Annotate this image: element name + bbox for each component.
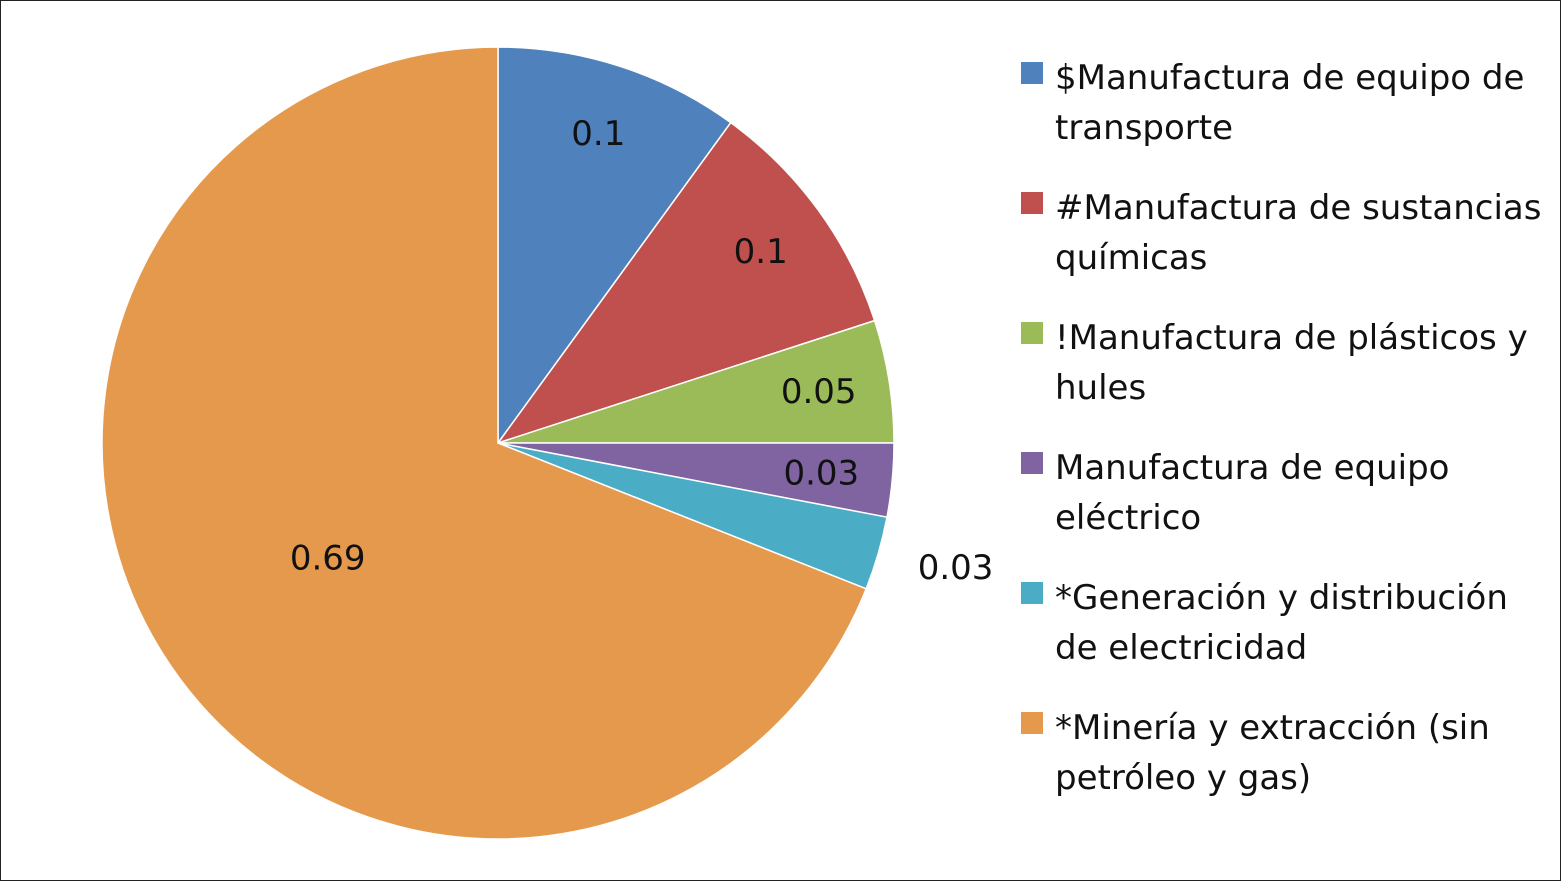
legend-swatch xyxy=(1021,582,1043,604)
legend-swatch xyxy=(1021,192,1043,214)
data-label: 0.69 xyxy=(290,539,366,579)
legend-swatch xyxy=(1021,62,1043,84)
data-label: 0.05 xyxy=(781,372,857,412)
legend-item: *Minería y extracción (sin petróleo y ga… xyxy=(1021,703,1551,805)
legend: $Manufactura de equipo de transporte #Ma… xyxy=(1021,58,1551,839)
legend-label: *Minería y extracción (sin petróleo y ga… xyxy=(1055,708,1490,798)
pie-slice xyxy=(497,46,732,446)
legend-item: $Manufactura de equipo de transporte xyxy=(1021,53,1551,155)
legend-swatch xyxy=(1021,712,1043,734)
data-label: 0.03 xyxy=(783,454,859,494)
legend-label: !Manufactura de plásticos y hules xyxy=(1055,318,1528,408)
legend-item: !Manufactura de plásticos y hules xyxy=(1021,313,1551,415)
data-label: 0.1 xyxy=(571,114,625,154)
legend-item: Manufactura de equipo eléctrico xyxy=(1021,443,1551,545)
legend-swatch xyxy=(1021,452,1043,474)
legend-swatch xyxy=(1021,322,1043,344)
pie-slice xyxy=(496,121,876,445)
pie-chart: 0.1 0.1 0.05 0.03 0.03 0.69 xyxy=(101,46,994,840)
legend-label: $Manufactura de equipo de transporte xyxy=(1055,58,1525,148)
pie-slice xyxy=(101,46,868,840)
legend-label: #Manufactura de sustancias químicas xyxy=(1055,188,1542,278)
data-label: 0.1 xyxy=(734,232,788,272)
data-label: 0.03 xyxy=(918,548,994,588)
legend-item: *Generación y distribución de electricid… xyxy=(1021,573,1551,675)
legend-label: *Generación y distribución de electricid… xyxy=(1055,578,1508,668)
legend-label: Manufactura de equipo eléctrico xyxy=(1055,448,1450,538)
legend-item: #Manufactura de sustancias químicas xyxy=(1021,183,1551,285)
